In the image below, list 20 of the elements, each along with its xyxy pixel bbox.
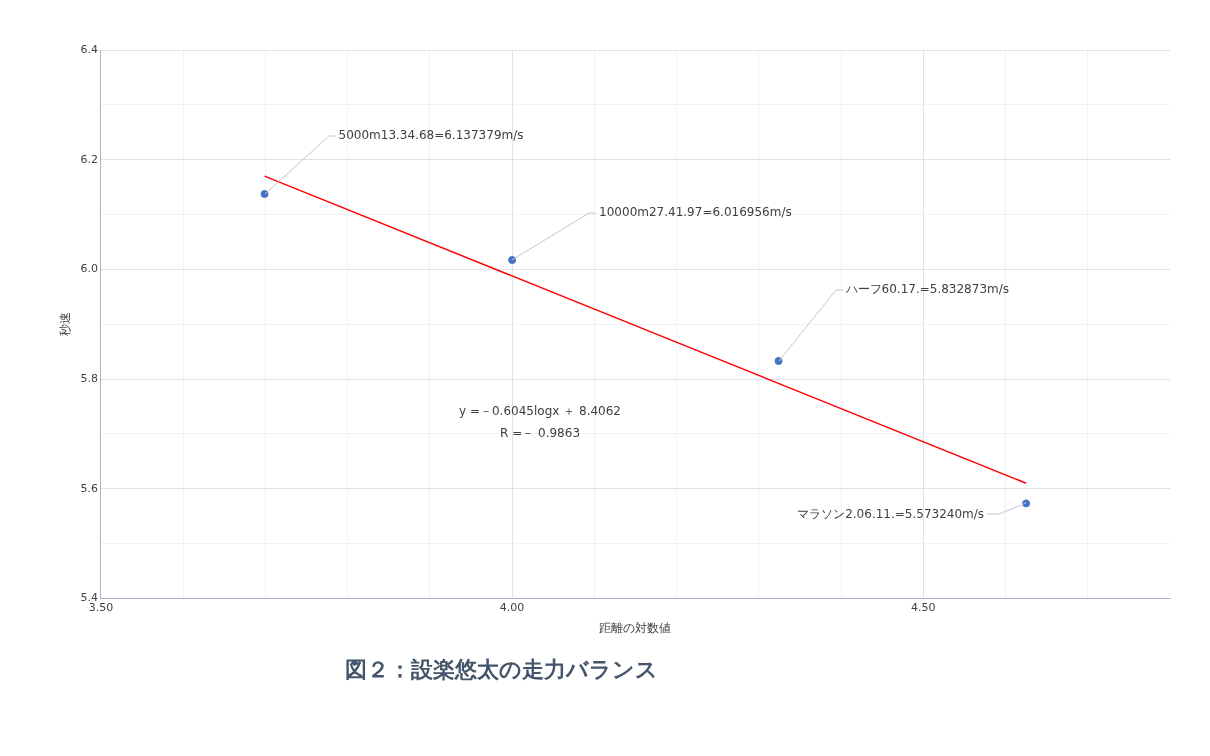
point: [774, 357, 783, 366]
y-tick-label: 6.4: [80, 42, 98, 56]
data-label: 5000m13.34.68=6.137379m/s: [338, 128, 524, 143]
x-axis-title: 距離の対数値: [599, 620, 672, 635]
data-label: 10000m27.41.97=6.016956m/s: [599, 205, 792, 220]
annotation: R =－ 0.9863: [499, 426, 581, 441]
x-tick-label: 4.50: [911, 600, 936, 614]
data-label: ハーフ60.17.=5.832873m/s: [844, 282, 1010, 297]
text: 図２：設楽悠太の走力バランス: [345, 656, 658, 684]
annotation: y =－0.6045logx ＋ 8.4062: [459, 404, 621, 419]
data-label: マラソン2.06.11.=5.573240m/s: [797, 506, 985, 521]
x-tick-label: 3.50: [88, 600, 114, 614]
point: [260, 190, 269, 199]
y-axis-title: 秒速: [58, 312, 73, 337]
y-tick-label: 5.6: [80, 481, 98, 495]
y-tick-label: 6.2: [80, 152, 98, 166]
y-tick-label: 5.8: [80, 371, 98, 385]
x-tick-label: 4.00: [499, 600, 525, 614]
y-tick-label: 6.0: [80, 262, 98, 276]
point: [508, 256, 517, 265]
